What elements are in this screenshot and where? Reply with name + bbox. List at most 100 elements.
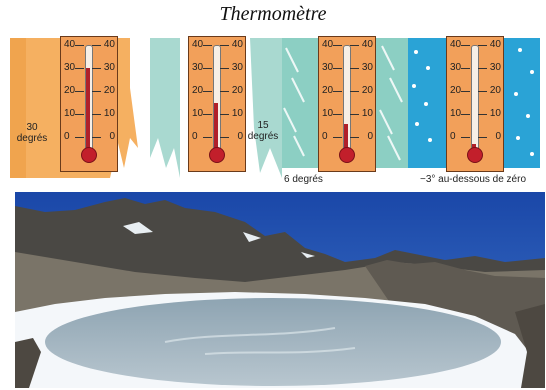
scale-label: 40 [192, 39, 204, 50]
scale-tick [461, 114, 470, 116]
scale-label: 10 [489, 108, 501, 120]
thermometer-illustration: 40 40 30 30 20 20 10 10 0 0 30 degrés 40 40 30 30 20 2… [10, 28, 540, 188]
scale-label: 0 [192, 131, 198, 143]
scale-tick [203, 91, 212, 93]
scale-tick [350, 91, 359, 93]
scale-label: 30 [103, 62, 115, 74]
scale-label: 20 [489, 85, 501, 97]
scale-tick [350, 45, 359, 46]
scale-label: 30 [231, 62, 243, 74]
scale-label: 20 [361, 85, 373, 97]
thermometer-bulb [81, 147, 97, 163]
caption-2: 15 degrés [247, 120, 279, 142]
scale-label: 10 [103, 108, 115, 120]
scale-tick [478, 68, 487, 70]
scale-label: 30 [64, 62, 76, 74]
scale-tick [461, 68, 470, 70]
scale-tick [92, 68, 101, 70]
page-title: Thermomètre [219, 3, 327, 25]
scale-tick [350, 114, 359, 116]
scale-label: 0 [322, 131, 328, 143]
scale-tick [478, 137, 487, 139]
scale-label: 0 [237, 131, 243, 143]
scale-label: 30 [361, 62, 373, 74]
scale-label: 20 [64, 85, 76, 97]
scale-tick [220, 45, 229, 46]
scale-tick [92, 45, 101, 46]
scale-label: 40 [231, 39, 243, 50]
panel-warm: 40 40 30 30 20 20 10 10 0 0 30 degrés [10, 28, 150, 188]
scale-label: 0 [495, 131, 501, 143]
scale-tick [203, 137, 212, 139]
scale-tick [203, 68, 212, 70]
scale-label: 10 [231, 108, 243, 120]
scale-label: 10 [450, 108, 462, 120]
mercury-column [214, 102, 218, 153]
scale-tick [461, 91, 470, 93]
thermometer-2: 40 40 30 30 20 20 10 10 0 0 [188, 36, 246, 172]
scale-tick [92, 114, 101, 116]
scale-label: 20 [322, 85, 334, 97]
scale-tick [333, 68, 342, 70]
scale-label: 30 [322, 62, 334, 74]
scale-label: 20 [103, 85, 115, 97]
scale-label: 10 [192, 108, 204, 120]
scale-label: 40 [322, 39, 334, 50]
scale-tick [220, 114, 229, 116]
scale-tick [75, 114, 84, 116]
scale-label: 0 [450, 131, 456, 143]
thermometer-1: 40 40 30 30 20 20 10 10 0 0 [60, 36, 118, 172]
thermometer-bulb [467, 147, 483, 163]
scale-tick [333, 45, 342, 46]
panel-cool: 40 40 30 30 20 20 10 10 0 0 6 degrés [282, 28, 408, 188]
scale-label: 30 [489, 62, 501, 74]
scale-label: 0 [109, 131, 115, 143]
scale-tick [203, 45, 212, 46]
thermometer-bulb [209, 147, 225, 163]
caption-1: 30 degrés [16, 122, 48, 144]
scale-tick [333, 137, 342, 139]
scale-tick [350, 68, 359, 70]
scale-label: 40 [450, 39, 462, 50]
scale-label: 40 [103, 39, 115, 50]
snow-patches [123, 222, 315, 258]
scale-label: 30 [450, 62, 462, 74]
scale-tick [220, 91, 229, 93]
scale-tick [75, 137, 84, 139]
frozen-lake-photo [15, 192, 545, 388]
caption-3: 6 degrés [284, 174, 323, 185]
scale-label: 20 [231, 85, 243, 97]
thermometer-tube [471, 45, 479, 151]
thermometer-3: 40 40 30 30 20 20 10 10 0 0 [318, 36, 376, 172]
scale-label: 40 [489, 39, 501, 50]
scale-label: 20 [192, 85, 204, 97]
scale-label: 0 [367, 131, 373, 143]
frozen-lake [45, 298, 501, 386]
scale-tick [333, 114, 342, 116]
panel-cold: 40 40 30 30 20 20 10 10 0 0 −3° au-dessous de zér… [408, 28, 540, 188]
scale-tick [461, 45, 470, 46]
caption-4: −3° au-dessous de zéro [420, 174, 527, 185]
scale-tick [75, 45, 84, 46]
scale-tick [203, 114, 212, 116]
scale-tick [220, 68, 229, 70]
scale-label: 20 [450, 85, 462, 97]
scale-tick [333, 91, 342, 93]
scale-tick [478, 114, 487, 116]
scale-tick [478, 45, 487, 46]
thermometer-bulb [339, 147, 355, 163]
mercury-column [86, 68, 90, 153]
scale-label: 10 [361, 108, 373, 120]
scale-tick [75, 68, 84, 70]
scale-tick [92, 91, 101, 93]
scale-label: 10 [64, 108, 76, 120]
scale-label: 0 [64, 131, 70, 143]
scale-tick [461, 137, 470, 139]
scale-tick [75, 91, 84, 93]
ice-crack [164, 327, 356, 355]
scale-label: 10 [322, 108, 334, 120]
thermometer-4: 40 40 30 30 20 20 10 10 0 0 [446, 36, 504, 172]
scale-tick [92, 137, 101, 139]
scale-tick [350, 137, 359, 139]
panel-mild: 40 40 30 30 20 20 10 10 0 0 15 degrés [150, 28, 282, 188]
